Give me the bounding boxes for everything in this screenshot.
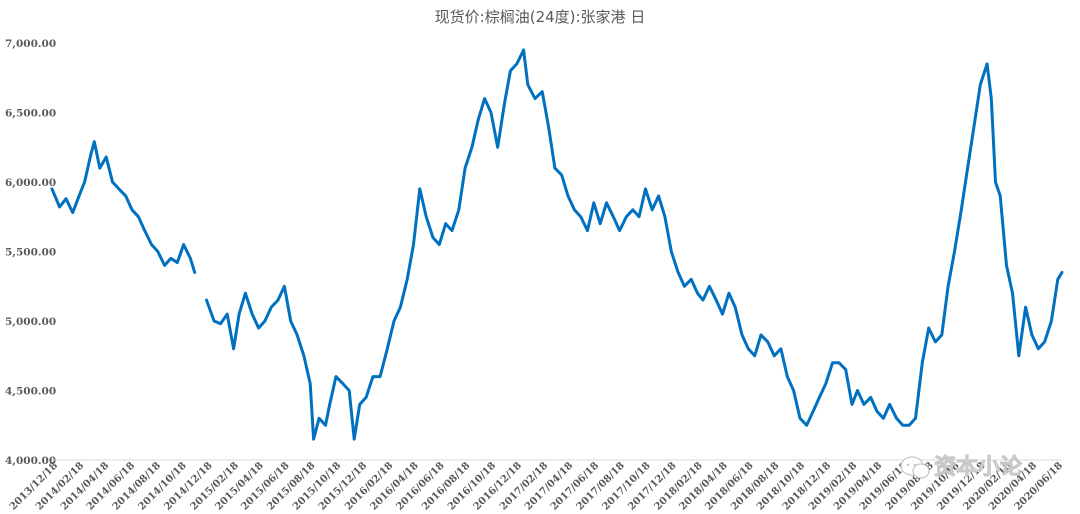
y-tick-label: 6,000.00 <box>5 177 56 189</box>
chart-title: 现货价:棕榈油(24度):张家港 日 <box>435 8 646 26</box>
series-line <box>50 140 197 274</box>
y-axis: 4,000.00 4,500.00 5,000.00 5,500.00 6,000.00… <box>5 38 56 467</box>
series-line <box>205 48 1064 441</box>
y-tick-label: 5,500.00 <box>5 247 56 259</box>
plot-area <box>50 48 1064 441</box>
y-tick-label: 4,500.00 <box>5 386 56 398</box>
y-tick-label: 6,500.00 <box>5 108 56 120</box>
watermark-text: 资本小论 <box>934 454 1023 480</box>
chat-bubble-icon <box>900 456 930 479</box>
watermark: 资本小论 <box>900 454 1023 480</box>
y-tick-label: 7,000.00 <box>5 38 56 50</box>
y-tick-label: 5,000.00 <box>5 316 56 328</box>
y-tick-label: 4,000.00 <box>5 455 56 467</box>
